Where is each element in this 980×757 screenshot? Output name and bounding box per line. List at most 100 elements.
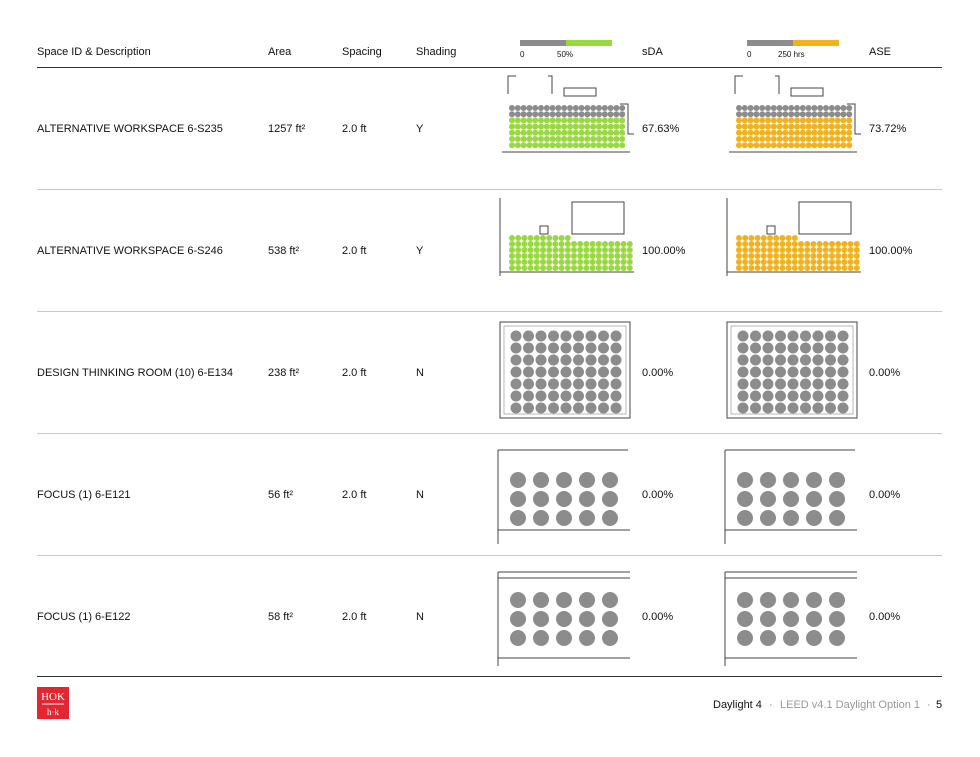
grid-point	[799, 129, 806, 136]
grid-point	[596, 129, 602, 136]
grid-point	[560, 402, 572, 414]
grid-point	[552, 265, 559, 271]
grid-point	[759, 129, 766, 136]
grid-point	[834, 142, 841, 149]
grid-point	[765, 111, 771, 118]
grid-point	[742, 247, 749, 253]
grid-point	[788, 105, 795, 111]
grid-point	[742, 241, 749, 247]
grid-point	[799, 117, 806, 124]
grid-point	[779, 241, 786, 247]
grid-point	[578, 136, 585, 142]
grid-point	[619, 142, 626, 149]
grid-point	[816, 265, 823, 271]
grid-point	[548, 378, 559, 390]
grid-point	[770, 123, 777, 130]
space-name: FOCUS (1) 6-E121	[37, 489, 131, 501]
grid-point	[835, 247, 842, 253]
grid-point	[602, 253, 608, 259]
grid-point	[579, 630, 595, 646]
grid-point	[811, 117, 818, 124]
grid-point	[806, 510, 822, 526]
grid-point	[510, 611, 526, 627]
grid-point	[834, 136, 841, 142]
grid-point	[578, 111, 585, 118]
spacing-value: 2.0 ft	[342, 367, 367, 379]
grid-point	[510, 630, 526, 646]
grid-point	[779, 235, 786, 241]
grid-point	[811, 105, 818, 111]
grid-point	[561, 105, 568, 111]
grid-point	[596, 111, 602, 118]
grid-point	[753, 123, 760, 130]
footer-divider	[37, 676, 942, 677]
grid-point	[754, 241, 761, 247]
grid-point	[853, 241, 860, 247]
grid-point	[573, 330, 584, 342]
grid-point	[533, 611, 549, 627]
grid-point	[825, 402, 836, 414]
grid-point	[775, 342, 786, 354]
grid-point	[753, 136, 760, 142]
grid-point	[532, 105, 539, 111]
grid-point	[828, 105, 835, 111]
grid-point	[798, 259, 804, 265]
grid-point	[602, 630, 618, 646]
grid-point	[773, 241, 780, 247]
grid-point	[515, 235, 522, 241]
grid-point	[791, 235, 798, 241]
grid-point	[823, 129, 829, 136]
grid-point	[549, 111, 556, 118]
column-header-shading: Shading	[416, 46, 457, 58]
grid-point	[840, 129, 847, 136]
grid-point	[765, 129, 771, 136]
grid-point	[775, 366, 786, 378]
grid-point	[737, 366, 749, 378]
grid-point	[805, 142, 812, 149]
grid-point	[598, 330, 609, 342]
grid-point	[510, 366, 522, 378]
grid-point	[837, 378, 849, 390]
grid-point	[584, 111, 591, 118]
grid-point	[841, 265, 848, 271]
grid-point	[590, 129, 597, 136]
grid-point	[546, 259, 553, 265]
grid-point	[788, 123, 795, 130]
grid-point	[561, 129, 568, 136]
grid-point	[767, 235, 773, 241]
grid-point	[602, 265, 608, 271]
grid-point	[549, 105, 556, 111]
grid-point	[791, 265, 798, 271]
grid-point	[750, 354, 761, 366]
grid-point	[578, 117, 585, 124]
grid-point	[610, 390, 622, 402]
grid-point	[535, 378, 547, 390]
grid-point	[527, 259, 534, 265]
grid-point	[747, 142, 754, 149]
grid-point	[552, 247, 559, 253]
sda-value: 0.00%	[642, 489, 674, 501]
grid-point	[598, 354, 609, 366]
grid-point	[610, 366, 622, 378]
grid-point	[620, 241, 627, 247]
grid-point	[548, 342, 559, 354]
grid-point	[776, 111, 783, 118]
grid-point	[810, 259, 817, 265]
grid-point	[579, 592, 595, 608]
spacing-value: 2.0 ft	[342, 611, 367, 623]
grid-point	[825, 354, 836, 366]
grid-point	[579, 491, 595, 507]
grid-point	[590, 136, 597, 142]
grid-point	[760, 491, 776, 507]
grid-point	[533, 510, 549, 526]
grid-point	[535, 366, 547, 378]
grid-point	[770, 136, 777, 142]
grid-point	[607, 111, 614, 118]
table-row: ALTERNATIVE WORKSPACE 6-S246 538 ft² 2.0…	[0, 190, 980, 310]
grid-point	[572, 123, 579, 130]
grid-point	[532, 123, 539, 130]
grid-point	[509, 111, 515, 118]
grid-point	[602, 611, 618, 627]
grid-point	[546, 265, 553, 271]
grid-point	[510, 342, 522, 354]
